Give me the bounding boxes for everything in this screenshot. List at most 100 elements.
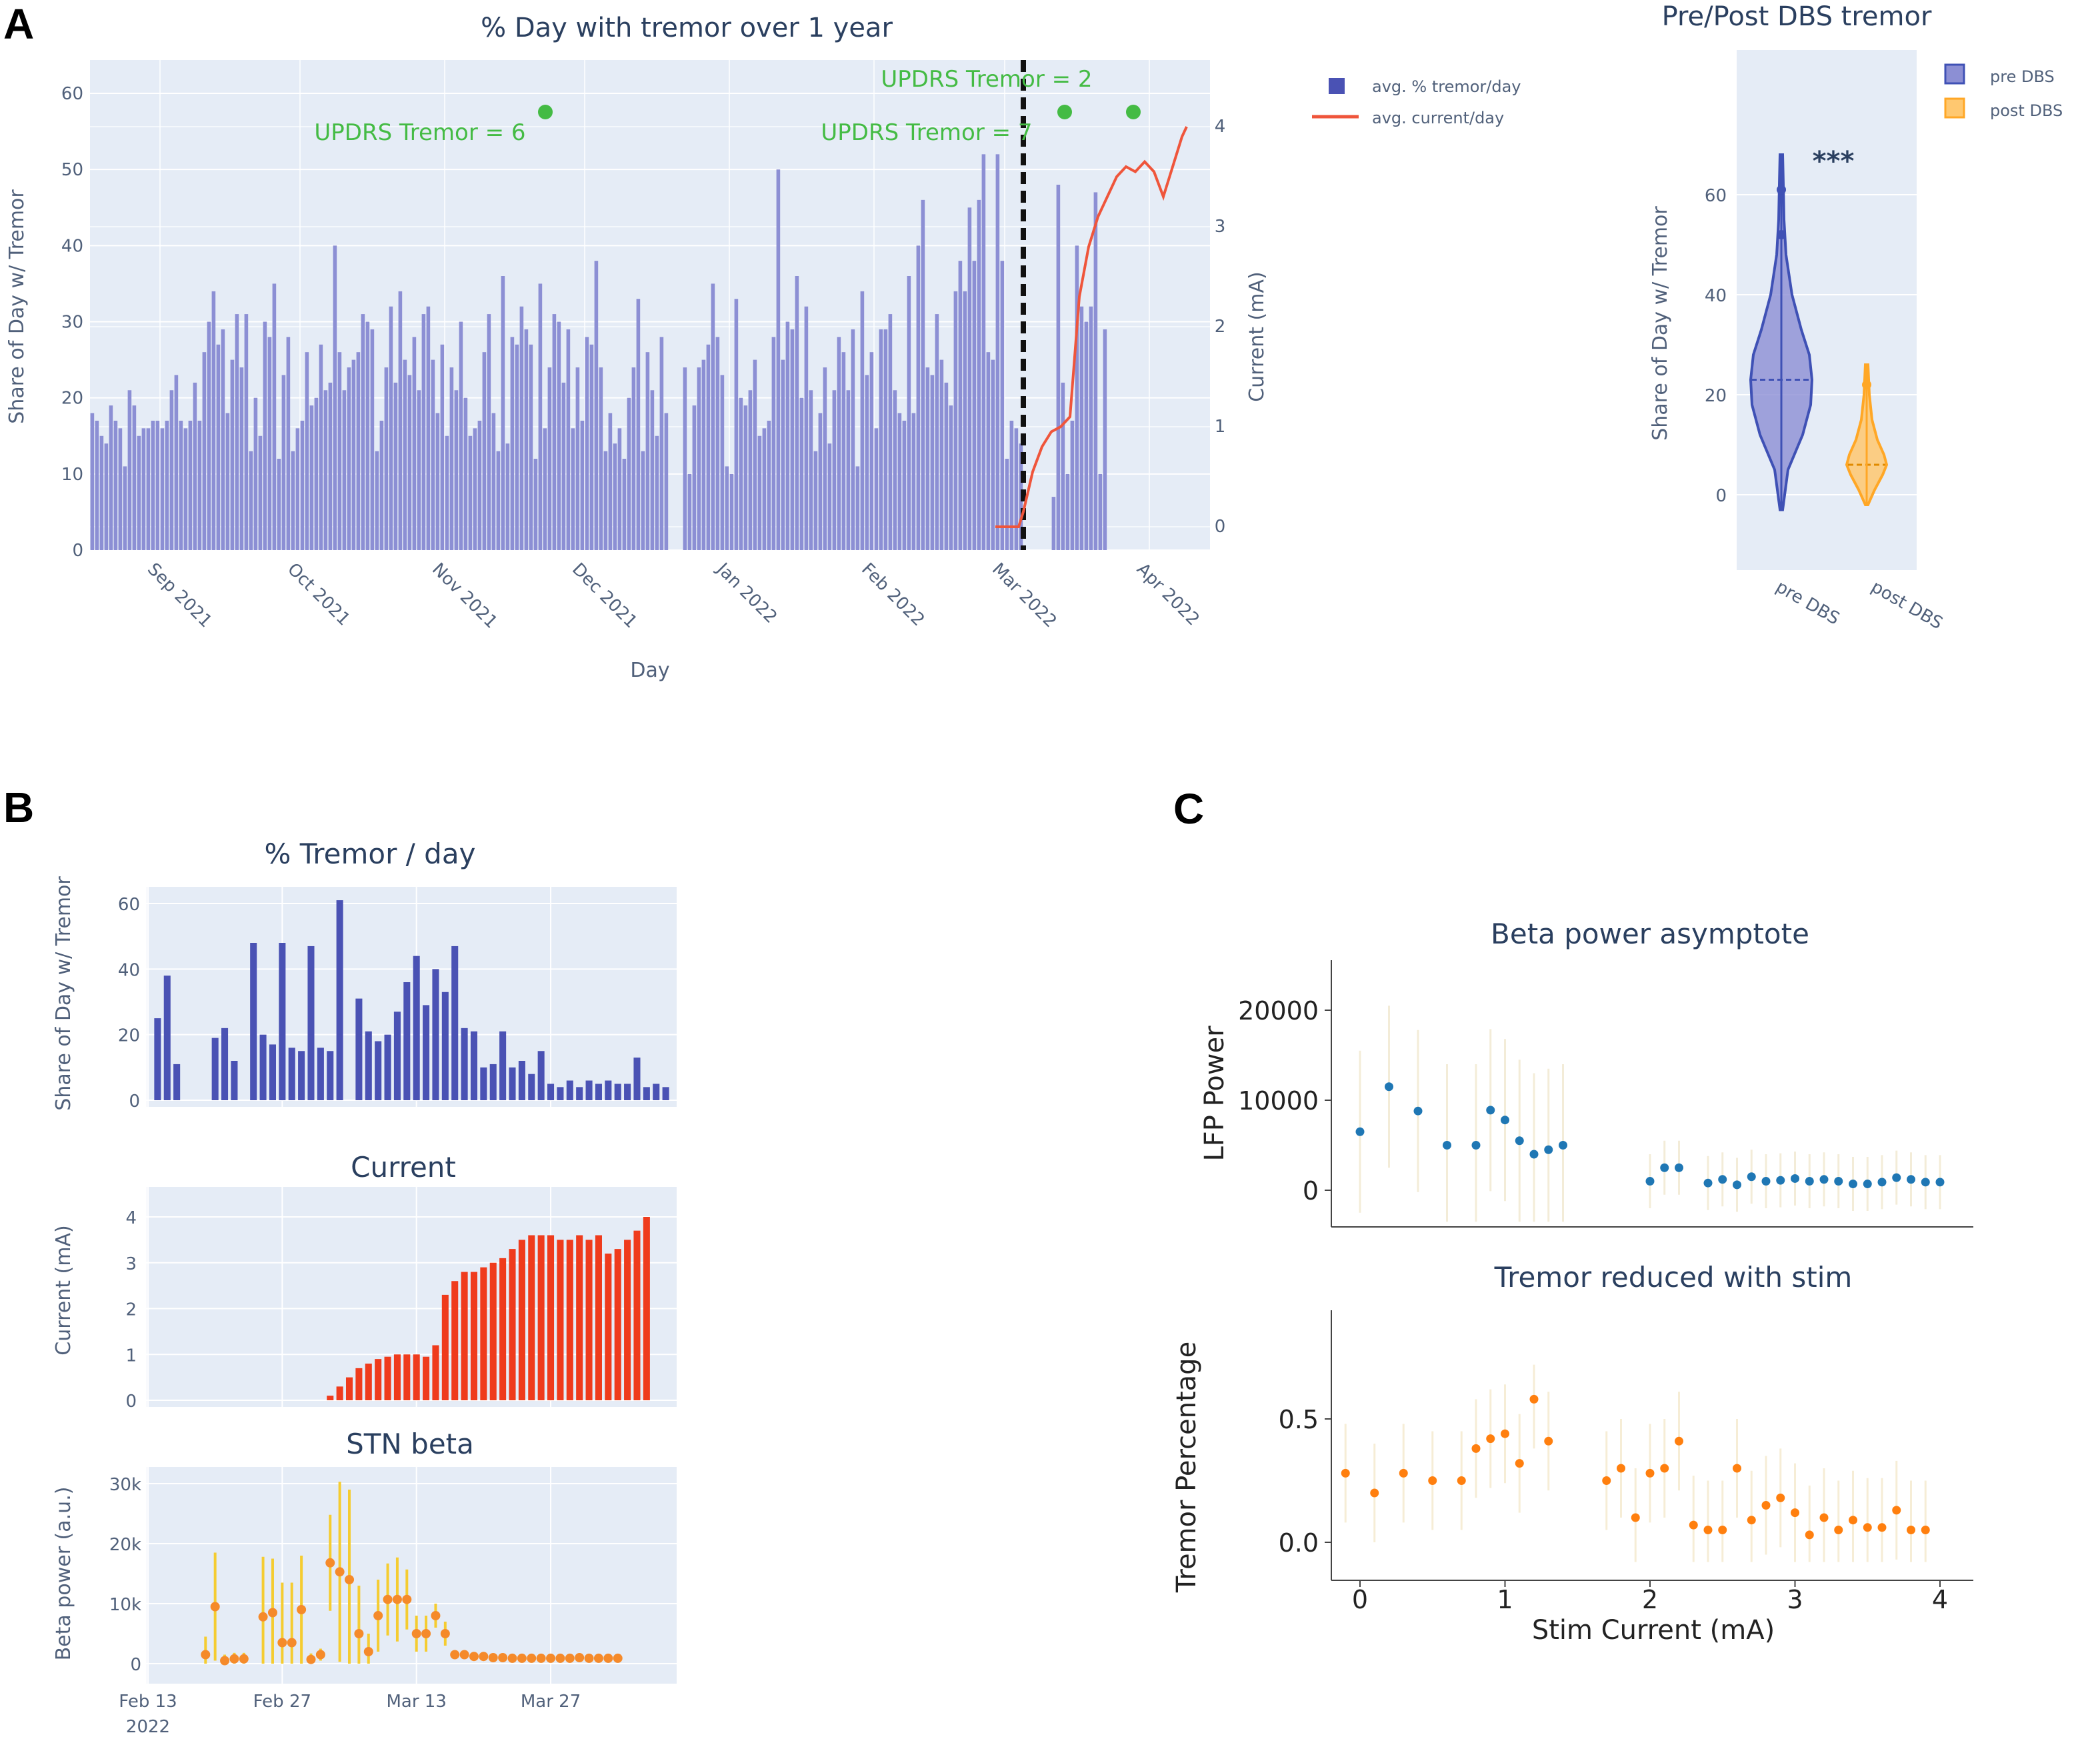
a-tremor-bar [118, 428, 123, 550]
a-tremor-bar [813, 451, 818, 550]
c2-tremor-point [1515, 1459, 1524, 1468]
a-tremor-bar [902, 420, 907, 550]
a-xtick-label: Oct 2021 [283, 559, 354, 630]
violin-pre-outlier [1777, 185, 1786, 195]
a-tremor-bar [491, 413, 496, 550]
a-tremor-bar [146, 428, 151, 550]
a-tremor-bar [594, 261, 599, 550]
a-tremor-bar [734, 299, 739, 550]
a-tremor-bar [202, 352, 207, 550]
panel-a-violin: Pre/Post DBS tremor 0 20 40 60 *** Share of… [1649, 1, 2087, 633]
b1-tremor-bar [432, 969, 439, 1100]
b2-current-bar [614, 1249, 621, 1400]
b3-beta-point [584, 1653, 594, 1663]
a-tremor-bar [384, 367, 389, 550]
b1-tremor-bar [355, 998, 363, 1100]
b1-tremor-bar [662, 1087, 669, 1100]
a-tremor-bar [827, 443, 832, 550]
a-tremor-bar [113, 420, 118, 550]
updrs-annotation-label: UPDRS Tremor = 7 [821, 119, 1032, 146]
a-tremor-bar [580, 420, 585, 550]
c-tremor-xlabel: Stim Current (mA) [1532, 1615, 1775, 1646]
a-tremor-bar [361, 314, 365, 550]
a-tremor-bar [230, 359, 235, 550]
a-tremor-bar [1056, 185, 1061, 550]
a-tremor-bar [762, 428, 767, 550]
a-main-ylabel: Share of Day w/ Tremor [5, 189, 29, 424]
a-tremor-bar [687, 473, 692, 550]
a-tremor-bar [585, 337, 589, 550]
b3-beta-point [277, 1638, 287, 1648]
a-tremor-bar [533, 459, 538, 550]
b1-tremor-bar [595, 1084, 602, 1100]
c-tremor-yticks: 0.0 0.5 [1279, 1405, 1331, 1558]
a-tremor-bar [627, 397, 631, 550]
c2-xtick-label: 2 [1642, 1585, 1658, 1614]
a-xtick-label: Feb 2022 [857, 559, 928, 630]
a-tremor-bar [1051, 497, 1056, 550]
a-tremor-bar [379, 420, 384, 550]
c2-tremor-point [1907, 1526, 1915, 1534]
a-ytick-label: 50 [61, 160, 83, 180]
a-tremor-bar [916, 245, 921, 550]
c1-lfp-point [1921, 1178, 1930, 1187]
a-tremor-bar [286, 337, 291, 550]
a-main-xticks: Sep 2021 Oct 2021 Nov 2021 Dec 2021 Jan 2022… [143, 558, 1203, 632]
b1-tremor-bar [480, 1067, 487, 1100]
a-tremor-bar [930, 375, 935, 550]
a-tremor-bar [907, 276, 911, 550]
a-tremor-bar [99, 435, 104, 550]
c1-ytick-label: 10000 [1238, 1086, 1319, 1116]
a-tremor-bar [445, 435, 449, 550]
b3-beta-point [507, 1653, 517, 1663]
b2-current-bar [336, 1386, 343, 1400]
a-tremor-bar [860, 291, 865, 550]
a-tremor-bar [725, 466, 729, 550]
a-tremor-bar [435, 413, 440, 550]
a-tremor-bar [874, 428, 879, 550]
c1-lfp-point [1515, 1136, 1524, 1146]
a-xtick-label: Apr 2022 [1133, 559, 1203, 630]
a-tremor-bar [519, 306, 524, 550]
a-tremor-bar [715, 337, 720, 550]
a-tremor-bar [1079, 306, 1084, 550]
a-tremor-bar [291, 451, 295, 550]
a-xtick-label: Sep 2021 [143, 559, 215, 631]
b-beta-ylabel: Beta power (a.u.) [52, 1487, 75, 1661]
a-ytick-label: 20 [61, 389, 83, 409]
b1-tremor-bar [585, 1080, 593, 1100]
b3-beta-point [555, 1653, 565, 1663]
b3-beta-point [297, 1605, 307, 1614]
violin-legend-post-swatch [1944, 97, 1965, 119]
a-tremor-bar [925, 367, 930, 550]
a-tremor-bar [309, 405, 314, 550]
a-tremor-bar [183, 428, 188, 550]
violin-significance: *** [1813, 146, 1855, 177]
b1-tremor-bar [413, 956, 420, 1100]
a-tremor-bar [468, 435, 473, 550]
b2-current-bar [499, 1258, 507, 1400]
a-xtick-label: Dec 2021 [568, 559, 641, 632]
a-tremor-bar [879, 329, 883, 550]
a-tremor-bar [571, 428, 575, 550]
a-tremor-bar [137, 435, 141, 550]
a-tremor-bar [160, 428, 165, 550]
a-tremor-bar [347, 367, 351, 550]
a-tremor-bar [771, 337, 776, 550]
c2-tremor-point [1428, 1476, 1437, 1485]
a-tremor-bar [211, 291, 216, 550]
b3-ytick-label: 10k [109, 1595, 141, 1615]
a-y2tick-label: 2 [1215, 317, 1226, 337]
b3-ytick-label: 30k [109, 1475, 141, 1495]
b3-beta-point [527, 1653, 537, 1663]
c1-lfp-point [1660, 1163, 1669, 1172]
a-tremor-bar [683, 367, 687, 550]
violin-legend-box [1920, 50, 2087, 137]
c2-tremor-point [1399, 1468, 1408, 1478]
c1-lfp-point [1805, 1177, 1814, 1186]
b1-tremor-bar [307, 946, 315, 1100]
c-lfp-errorbars [1359, 1006, 1941, 1222]
violin-legend-post-label: post DBS [1990, 101, 2063, 120]
